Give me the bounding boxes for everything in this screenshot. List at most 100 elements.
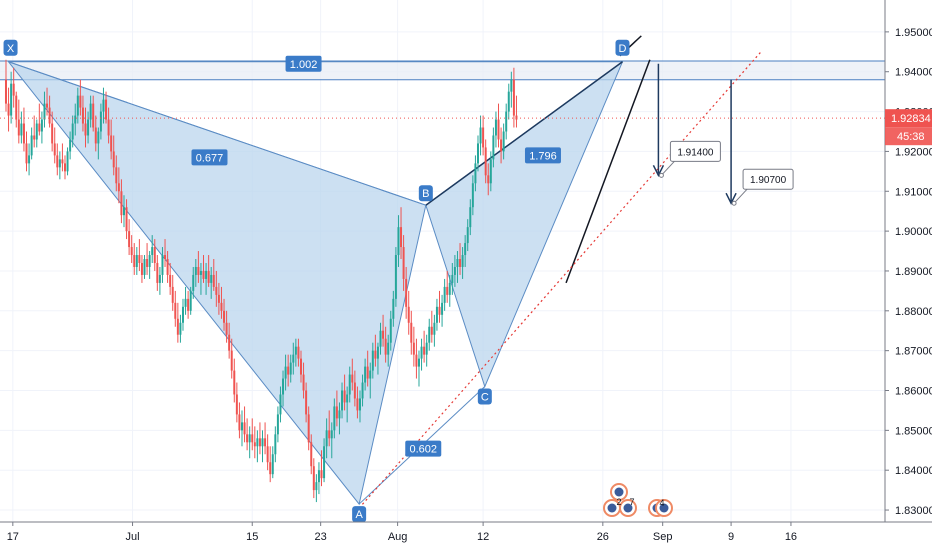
candle-body xyxy=(435,306,438,323)
candle xyxy=(89,95,92,128)
candle-body xyxy=(12,83,15,96)
x-tick-label: 16 xyxy=(785,531,797,543)
candle-body xyxy=(253,442,256,447)
x-tick-label: 12 xyxy=(477,531,489,543)
candle-body xyxy=(212,274,215,287)
ratio-label-bg xyxy=(524,147,561,164)
candle xyxy=(69,131,72,160)
candle xyxy=(228,322,231,359)
candle xyxy=(366,350,369,387)
y-tick-label: 1.91000 xyxy=(895,186,932,198)
ratio-label-bg xyxy=(405,440,442,457)
candle xyxy=(330,422,333,459)
candle-body xyxy=(22,123,25,144)
candle xyxy=(158,266,161,295)
candle-body xyxy=(130,247,133,256)
candle-body xyxy=(35,123,38,140)
candle-body xyxy=(282,378,285,395)
candle xyxy=(317,462,320,495)
candle-body xyxy=(356,398,359,411)
countdown-tag xyxy=(885,127,932,146)
candle xyxy=(292,342,295,375)
candle xyxy=(92,95,95,132)
candle-body xyxy=(217,294,220,303)
candle xyxy=(117,167,120,204)
candle-body xyxy=(207,270,210,283)
candle-body xyxy=(307,414,310,443)
candle-body xyxy=(284,366,287,379)
candle-body xyxy=(92,103,95,128)
candle xyxy=(289,354,292,383)
candle-body xyxy=(474,163,477,184)
candle-body xyxy=(48,107,51,124)
candle xyxy=(235,382,238,423)
candle xyxy=(161,247,164,283)
x-tick-label: 17 xyxy=(7,531,19,543)
candle xyxy=(271,446,274,479)
candle xyxy=(33,115,36,148)
candle xyxy=(269,446,272,483)
candle-body xyxy=(279,394,282,415)
candle-body xyxy=(348,374,351,395)
candle-body xyxy=(89,103,92,120)
candle-body xyxy=(494,119,497,136)
candle-body xyxy=(505,111,508,132)
candle xyxy=(459,243,462,275)
candle-body xyxy=(102,99,105,112)
callout-dot xyxy=(658,172,664,178)
target-arrow-head xyxy=(725,192,737,205)
candle-body xyxy=(158,274,161,283)
candle-body xyxy=(87,119,90,136)
candle xyxy=(261,430,264,463)
candle xyxy=(489,151,492,192)
candle xyxy=(174,290,177,327)
candle xyxy=(443,278,446,311)
candle xyxy=(128,219,131,256)
candle xyxy=(212,259,215,291)
candle-body xyxy=(258,438,261,447)
candle xyxy=(333,398,336,439)
candle xyxy=(138,239,141,271)
candle xyxy=(225,310,228,343)
candle-body xyxy=(40,119,43,132)
candle-body xyxy=(133,255,136,267)
candle-body xyxy=(69,139,72,152)
candle xyxy=(15,91,18,128)
candle xyxy=(133,243,136,275)
candle xyxy=(407,290,410,335)
candle xyxy=(205,262,208,295)
candle xyxy=(66,147,69,176)
time-axis-panel xyxy=(0,522,932,550)
candle-body xyxy=(10,83,13,116)
candle-body xyxy=(63,163,66,172)
x-tick-label: Sep xyxy=(653,531,673,543)
candle xyxy=(441,294,444,327)
candle xyxy=(325,418,328,459)
candle-body xyxy=(97,131,100,144)
bcd-triangle xyxy=(425,60,624,388)
candle xyxy=(61,143,64,172)
x-tick-label: Jul xyxy=(126,531,140,543)
candle xyxy=(312,458,315,499)
candle xyxy=(53,127,56,164)
candle-body xyxy=(115,167,118,184)
candle xyxy=(38,103,41,136)
candle xyxy=(164,239,167,267)
candle-body xyxy=(476,143,479,164)
candle xyxy=(394,247,397,307)
candle xyxy=(507,83,510,120)
candle-body xyxy=(148,255,151,267)
current-price-tag xyxy=(885,109,932,128)
candle xyxy=(253,426,256,459)
candle xyxy=(384,326,387,363)
target-label: 1.90700 xyxy=(750,175,787,186)
candle-body xyxy=(366,366,369,379)
candle xyxy=(43,91,46,128)
candle xyxy=(153,239,156,271)
bd-trendline xyxy=(425,61,623,206)
candle-body xyxy=(81,107,84,124)
candle xyxy=(448,274,451,307)
candle xyxy=(58,151,61,180)
point-label-a: A xyxy=(355,509,363,521)
